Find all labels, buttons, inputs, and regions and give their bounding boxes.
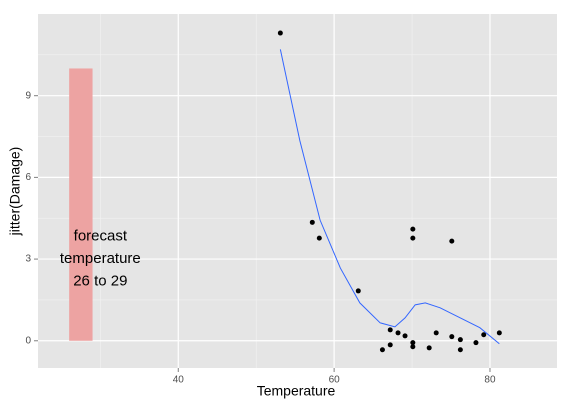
point xyxy=(457,337,463,343)
point xyxy=(457,347,463,353)
forecast-band xyxy=(69,68,93,341)
point xyxy=(277,30,283,36)
point xyxy=(449,238,455,244)
point xyxy=(426,345,432,351)
annotation: 26 to 29 xyxy=(73,273,127,290)
y-tick-label: 0 xyxy=(25,335,31,346)
annotation: forecast xyxy=(74,228,128,245)
annotation: temperature xyxy=(60,250,141,267)
y-axis-label: jitter(Damage) xyxy=(7,147,23,237)
point xyxy=(379,347,385,353)
point xyxy=(395,330,401,336)
x-tick-label: 60 xyxy=(329,375,341,386)
point xyxy=(496,330,502,336)
point xyxy=(402,333,408,339)
y-tick-label: 9 xyxy=(25,90,31,101)
plot-panel xyxy=(38,14,557,368)
point xyxy=(309,219,315,225)
point xyxy=(316,235,322,241)
point xyxy=(473,340,479,346)
point xyxy=(410,235,416,241)
smooth-line xyxy=(279,49,500,345)
x-axis-label: Temperature xyxy=(257,383,336,399)
y-tick-label: 3 xyxy=(25,254,31,265)
point xyxy=(410,344,416,350)
point xyxy=(410,226,416,232)
point xyxy=(449,334,455,340)
x-tick-label: 40 xyxy=(173,375,185,386)
point xyxy=(387,342,393,348)
point xyxy=(355,288,361,294)
point xyxy=(410,340,416,346)
point xyxy=(433,330,439,336)
point xyxy=(481,332,487,338)
point xyxy=(387,327,393,333)
y-tick-label: 6 xyxy=(25,172,31,183)
x-tick-label: 80 xyxy=(484,375,496,386)
